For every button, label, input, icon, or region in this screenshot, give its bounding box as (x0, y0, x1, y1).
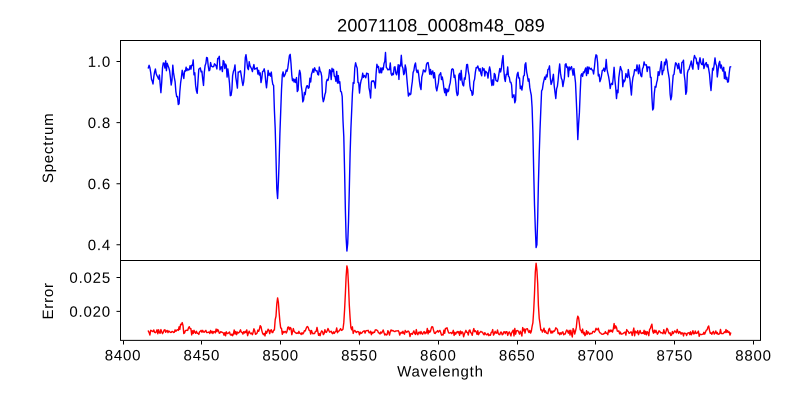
svg-text:8450: 8450 (184, 347, 221, 364)
svg-text:Error: Error (40, 282, 57, 319)
svg-text:0.4: 0.4 (88, 237, 111, 254)
svg-text:8500: 8500 (262, 347, 299, 364)
svg-text:8400: 8400 (105, 347, 142, 364)
svg-text:8600: 8600 (420, 347, 457, 364)
svg-text:8700: 8700 (578, 348, 615, 365)
svg-text:Spectrum: Spectrum (40, 113, 57, 184)
svg-text:8800: 8800 (735, 348, 772, 365)
svg-text:0.8: 0.8 (88, 115, 111, 132)
svg-text:0.020: 0.020 (69, 304, 111, 321)
svg-text:0.025: 0.025 (69, 270, 111, 287)
svg-text:8750: 8750 (656, 348, 693, 365)
svg-text:8650: 8650 (499, 348, 536, 365)
svg-text:0.6: 0.6 (88, 176, 111, 193)
svg-text:20071108_0008m48_089: 20071108_0008m48_089 (337, 15, 545, 36)
svg-text:8550: 8550 (341, 347, 378, 364)
svg-text:Wavelength: Wavelength (397, 363, 484, 380)
svg-text:1.0: 1.0 (88, 54, 111, 71)
